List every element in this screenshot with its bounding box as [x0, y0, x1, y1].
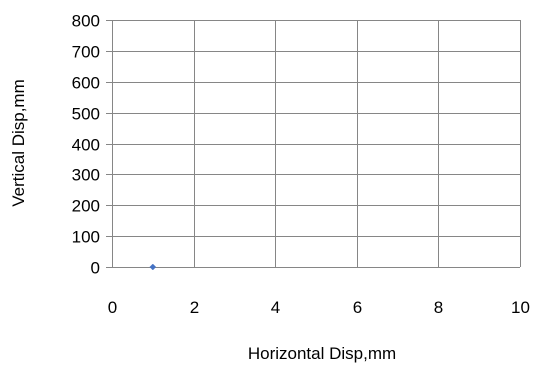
x-tick-label: 6: [353, 298, 362, 317]
x-tick-labels: 0 2 4 6 8 10: [108, 298, 530, 317]
y-tick-label: 0: [91, 259, 100, 278]
y-axis-title: Vertical Disp,mm: [9, 79, 28, 207]
y-tick-label: 500: [72, 105, 100, 124]
x-tick-label: 4: [271, 298, 280, 317]
axes: [106, 20, 113, 268]
x-tick-label: 0: [108, 298, 117, 317]
data-points: [149, 263, 157, 271]
y-tick-label: 300: [72, 166, 100, 185]
x-tick-label: 2: [190, 298, 199, 317]
y-tick-label: 100: [72, 228, 100, 247]
x-tick-label: 8: [434, 298, 443, 317]
y-tick-labels: 0 100 200 300 400 500 600 700 800: [72, 12, 100, 278]
grid-lines: [112, 20, 521, 268]
y-tick-label: 700: [72, 43, 100, 62]
x-tick-label: 10: [511, 298, 530, 317]
x-axis-title: Horizontal Disp,mm: [248, 344, 396, 363]
y-tick-label: 200: [72, 197, 100, 216]
y-tick-label: 600: [72, 74, 100, 93]
data-point: [149, 263, 157, 271]
y-tick-label: 800: [72, 12, 100, 31]
y-tick-label: 400: [72, 136, 100, 155]
